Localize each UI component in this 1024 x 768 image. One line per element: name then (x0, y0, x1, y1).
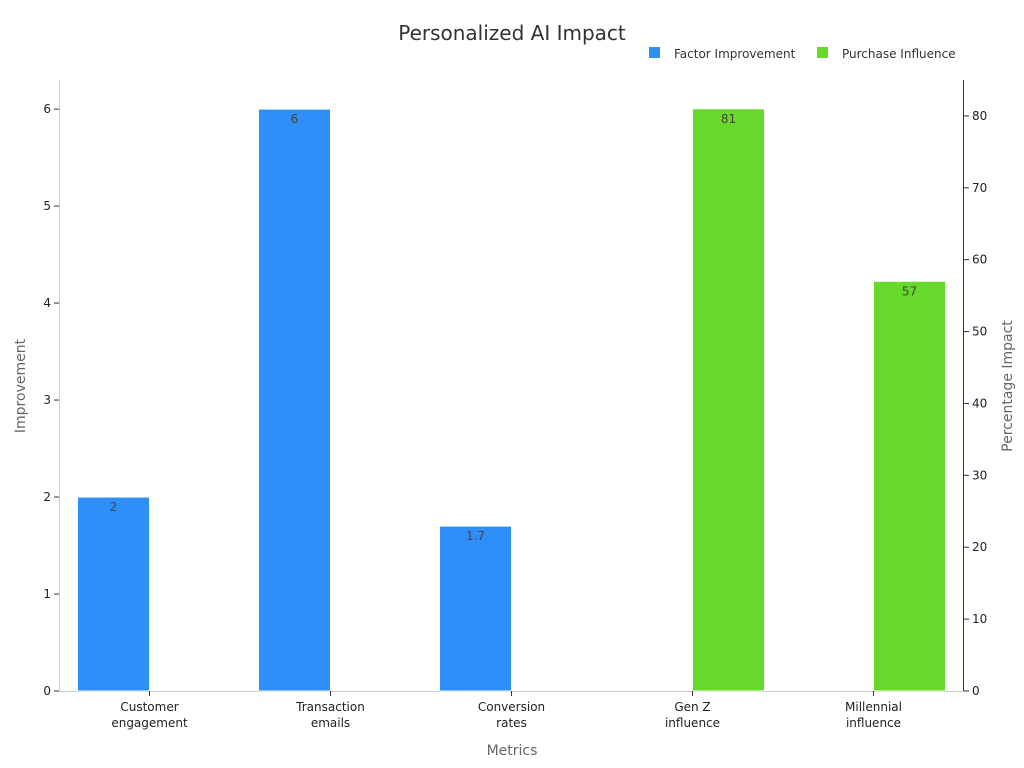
legend: Factor Improvement Purchase Influence (649, 47, 956, 61)
x-tick-label: Transaction emails (295, 700, 365, 730)
y-right-tick-label: 70 (972, 181, 987, 195)
legend-label: Purchase Influence (842, 47, 956, 61)
x-tick-label: Customer engagement (111, 700, 188, 730)
x-tick-label-line: rates (496, 716, 527, 730)
legend-swatch (649, 47, 660, 58)
x-axis-title: Metrics (487, 743, 538, 759)
bar-customer-engagement (77, 496, 150, 692)
y-axis-right-ticks: 0 10 20 30 40 50 60 70 80 (964, 109, 987, 698)
x-tick-label: Conversion rates (478, 700, 545, 730)
x-tick-label-line: Millennial (845, 700, 902, 714)
y-right-tick-label: 60 (972, 253, 987, 267)
y-right-tick-label: 0 (972, 684, 980, 698)
bar-conversion-rates (439, 525, 512, 692)
chart-title: Personalized AI Impact (398, 21, 626, 45)
y-left-tick-label: 1 (43, 587, 51, 601)
bar-value-label: 1.7 (466, 529, 485, 543)
x-axis-ticks: Customer engagement Transaction emails Conve… (111, 691, 902, 730)
bar-gen-z-influence (692, 108, 765, 692)
y-left-tick-label: 3 (43, 393, 51, 407)
y-axis-left-title: Improvement (13, 338, 29, 433)
y-right-tick-label: 30 (972, 468, 987, 482)
x-tick-label-line: emails (311, 716, 350, 730)
y-axis-right-title: Percentage Impact (1000, 320, 1016, 452)
x-tick-label-line: Transaction (295, 700, 365, 714)
x-tick-label-line: Gen Z (674, 700, 710, 714)
y-right-tick-label: 80 (972, 109, 987, 123)
bars (77, 108, 946, 692)
bar-value-label: 6 (291, 112, 299, 126)
legend-label: Factor Improvement (674, 47, 796, 61)
y-right-tick-label: 10 (972, 612, 987, 626)
y-right-tick-label: 40 (972, 396, 987, 410)
x-tick-label-line: engagement (111, 716, 188, 730)
y-left-tick-label: 5 (43, 199, 51, 213)
y-left-tick-label: 4 (43, 296, 51, 310)
x-tick-label-line: influence (846, 716, 901, 730)
legend-swatch (817, 47, 828, 58)
y-left-tick-label: 0 (43, 684, 51, 698)
bar-transaction-emails (258, 108, 331, 692)
bar-millennial-influence (873, 280, 946, 692)
x-tick-label: Millennial influence (845, 700, 902, 730)
y-left-tick-label: 6 (43, 102, 51, 116)
bar-value-label: 2 (110, 500, 118, 514)
y-right-tick-label: 20 (972, 540, 987, 554)
y-right-tick-label: 50 (972, 325, 987, 339)
x-tick-label: Gen Z influence (665, 700, 720, 730)
x-tick-label-line: influence (665, 716, 720, 730)
x-tick-label-line: Customer (120, 700, 178, 714)
bar-value-label: 57 (902, 284, 917, 298)
x-tick-label-line: Conversion (478, 700, 545, 714)
y-axis-left-ticks: 0 1 2 3 4 5 6 (43, 102, 59, 698)
bar-value-label: 81 (721, 112, 736, 126)
bar-labels: 2 6 1.7 81 57 (110, 112, 917, 543)
y-left-tick-label: 2 (43, 490, 51, 504)
